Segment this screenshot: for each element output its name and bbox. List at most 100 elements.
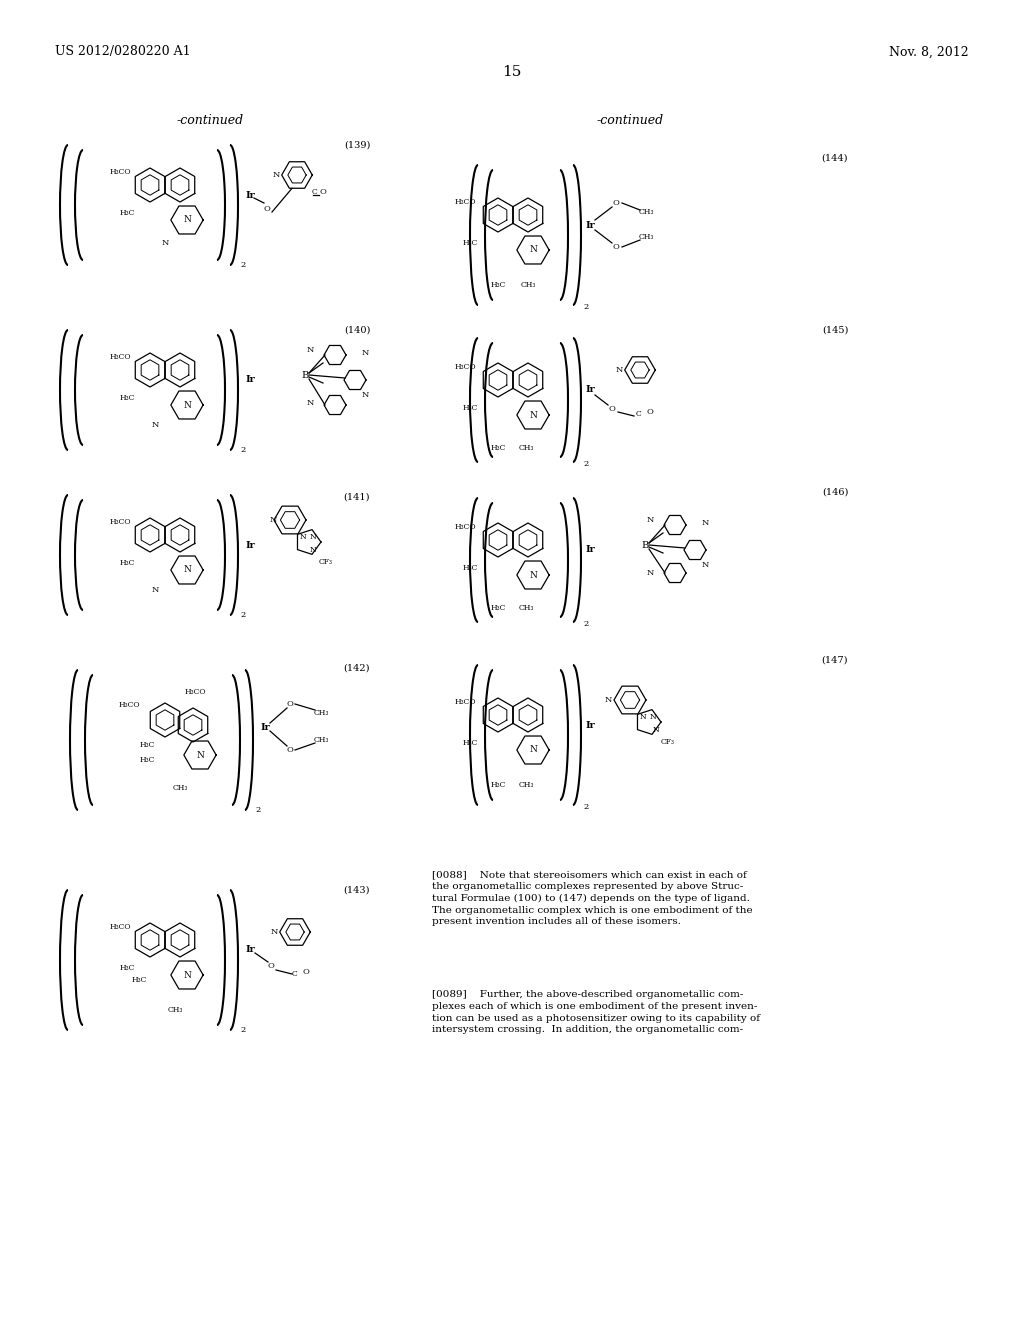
Polygon shape: [614, 686, 646, 714]
Text: O: O: [612, 243, 620, 251]
Polygon shape: [184, 741, 216, 770]
Text: N: N: [183, 565, 190, 574]
Text: N: N: [309, 546, 316, 554]
Text: H₃CO: H₃CO: [110, 168, 131, 176]
Polygon shape: [324, 396, 346, 414]
Text: O: O: [267, 962, 274, 970]
Text: 2: 2: [584, 459, 589, 469]
Text: N: N: [183, 215, 190, 224]
Polygon shape: [165, 517, 195, 552]
Polygon shape: [274, 506, 306, 533]
Text: CH₃: CH₃: [518, 781, 534, 789]
Text: H₃C: H₃C: [120, 209, 135, 216]
Text: CH₃: CH₃: [167, 1006, 182, 1014]
Polygon shape: [483, 698, 513, 733]
Text: Ir: Ir: [245, 375, 255, 384]
Text: (140): (140): [344, 326, 371, 334]
Text: 2: 2: [241, 261, 246, 269]
Polygon shape: [135, 352, 165, 387]
Text: US 2012/0280220 A1: US 2012/0280220 A1: [55, 45, 190, 58]
Polygon shape: [513, 363, 543, 397]
Text: CH₃: CH₃: [518, 605, 534, 612]
Text: O: O: [287, 700, 294, 708]
Text: Ir: Ir: [585, 220, 595, 230]
Text: CF₃: CF₃: [319, 558, 333, 566]
Text: N: N: [529, 411, 537, 420]
Text: H₃C: H₃C: [490, 781, 506, 789]
Text: N: N: [361, 348, 369, 356]
Text: H₃CO: H₃CO: [455, 698, 476, 706]
Text: (143): (143): [344, 886, 371, 895]
Text: N: N: [529, 246, 537, 255]
Text: 2: 2: [584, 620, 589, 628]
Text: B: B: [301, 371, 308, 380]
Text: 2: 2: [584, 304, 589, 312]
Polygon shape: [517, 561, 549, 589]
Text: CH₃: CH₃: [172, 784, 187, 792]
Text: [0089]    Further, the above-described organometallic com-
plexes each of which : [0089] Further, the above-described orga…: [432, 990, 760, 1035]
Text: O: O: [608, 405, 615, 413]
Text: H₃C: H₃C: [490, 444, 506, 451]
Text: H₃C: H₃C: [463, 239, 478, 247]
Text: N: N: [309, 533, 316, 541]
Polygon shape: [483, 363, 513, 397]
Polygon shape: [483, 523, 513, 557]
Polygon shape: [171, 556, 203, 583]
Text: N: N: [306, 399, 313, 407]
Text: Ir: Ir: [585, 545, 595, 554]
Text: (145): (145): [822, 326, 848, 334]
Polygon shape: [165, 923, 195, 957]
Text: O: O: [302, 968, 309, 975]
Text: Ir: Ir: [245, 540, 255, 549]
Text: N: N: [652, 726, 659, 734]
Text: 2: 2: [241, 1026, 246, 1034]
Text: N: N: [701, 519, 709, 527]
Polygon shape: [298, 529, 321, 554]
Text: H₃CO: H₃CO: [455, 198, 476, 206]
Polygon shape: [151, 704, 180, 737]
Text: (147): (147): [821, 656, 848, 664]
Text: N: N: [162, 239, 169, 247]
Text: O: O: [287, 746, 294, 754]
Text: N: N: [300, 533, 306, 541]
Text: Nov. 8, 2012: Nov. 8, 2012: [890, 45, 969, 58]
Text: Ir: Ir: [245, 945, 255, 954]
Text: H₃CO: H₃CO: [455, 363, 476, 371]
Text: H₃C: H₃C: [463, 564, 478, 572]
Polygon shape: [324, 346, 346, 364]
Text: H₃C: H₃C: [120, 558, 135, 568]
Text: CH₃: CH₃: [518, 444, 534, 451]
Text: -continued: -continued: [176, 114, 244, 127]
Text: N: N: [152, 421, 159, 429]
Text: N: N: [646, 516, 653, 524]
Text: N: N: [272, 172, 280, 180]
Text: Ir: Ir: [245, 190, 255, 199]
Text: 2: 2: [241, 446, 246, 454]
Text: H₃CO: H₃CO: [110, 923, 131, 931]
Text: H₃C: H₃C: [120, 393, 135, 403]
Text: H₃C: H₃C: [463, 404, 478, 412]
Text: Ir: Ir: [585, 385, 595, 395]
Text: (144): (144): [821, 153, 848, 162]
Polygon shape: [638, 710, 662, 734]
Text: H₃CO: H₃CO: [455, 523, 476, 531]
Text: O: O: [263, 205, 270, 213]
Text: H₃C: H₃C: [132, 975, 147, 983]
Text: (141): (141): [344, 492, 371, 502]
Polygon shape: [135, 168, 165, 202]
Text: H₃C: H₃C: [490, 605, 506, 612]
Polygon shape: [517, 236, 549, 264]
Text: H₃CO: H₃CO: [184, 688, 206, 696]
Text: C: C: [312, 189, 317, 197]
Text: (142): (142): [344, 664, 371, 672]
Text: Ir: Ir: [260, 723, 270, 733]
Polygon shape: [282, 162, 312, 189]
Text: H₃C: H₃C: [120, 964, 135, 972]
Polygon shape: [664, 564, 686, 582]
Text: N: N: [196, 751, 204, 759]
Polygon shape: [344, 371, 366, 389]
Text: (146): (146): [822, 487, 848, 496]
Polygon shape: [483, 198, 513, 232]
Text: H₃C: H₃C: [139, 756, 155, 764]
Text: B: B: [641, 540, 648, 549]
